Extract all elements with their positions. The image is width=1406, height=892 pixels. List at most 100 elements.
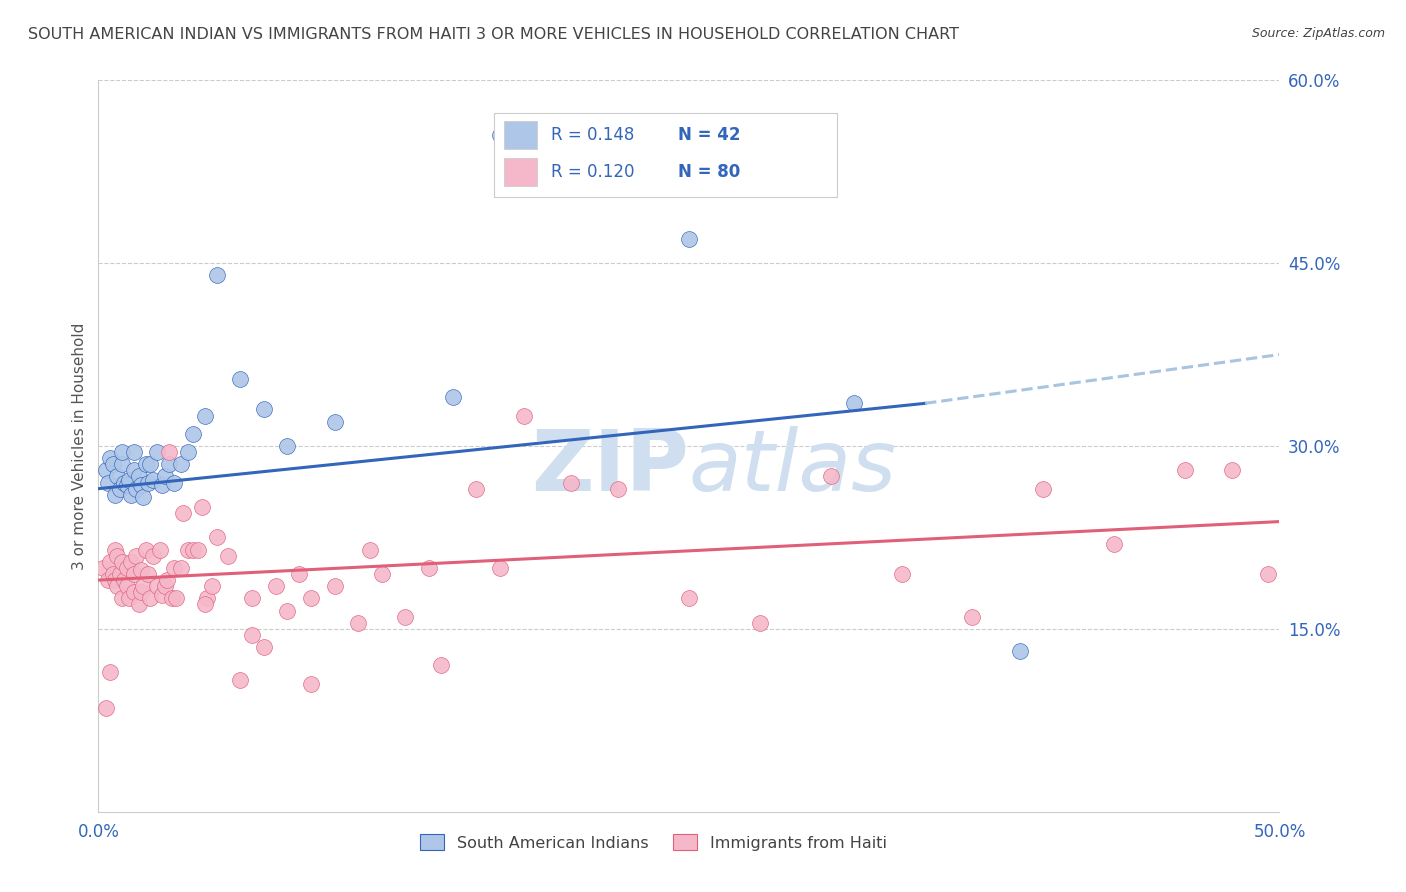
Point [418, 561, 440, 575]
Point [112, 475, 135, 490]
Point [748, 615, 770, 630]
Point [187, 542, 209, 557]
Point [240, 591, 263, 606]
Point [170, 561, 193, 575]
Point [394, 609, 416, 624]
Point [125, 482, 148, 496]
Point [122, 463, 145, 477]
Point [1220, 463, 1243, 477]
Point [962, 609, 984, 624]
Point [142, 549, 165, 563]
Point [172, 506, 194, 520]
Point [607, 482, 630, 496]
Point [253, 402, 276, 417]
Point [101, 457, 124, 471]
Point [264, 579, 287, 593]
FancyBboxPatch shape [503, 158, 537, 186]
Point [121, 488, 143, 502]
Point [229, 372, 252, 386]
Point [181, 542, 204, 557]
Point [115, 478, 138, 492]
Point [163, 475, 186, 490]
Point [139, 457, 162, 471]
Point [678, 591, 700, 606]
Text: N = 80: N = 80 [678, 162, 741, 181]
Point [195, 591, 218, 606]
Point [157, 457, 180, 471]
Point [105, 579, 128, 593]
Point [128, 598, 150, 612]
Point [276, 439, 298, 453]
Point [104, 488, 127, 502]
Text: SOUTH AMERICAN INDIAN VS IMMIGRANTS FROM HAITI 3 OR MORE VEHICLES IN HOUSEHOLD C: SOUTH AMERICAN INDIAN VS IMMIGRANTS FROM… [28, 27, 959, 42]
Point [229, 673, 252, 687]
Point [165, 591, 187, 606]
Text: R = 0.120: R = 0.120 [551, 162, 634, 181]
Point [98, 451, 121, 466]
Point [97, 573, 120, 587]
Text: N = 42: N = 42 [678, 126, 741, 145]
Point [135, 457, 157, 471]
Point [142, 473, 165, 487]
Point [890, 567, 912, 582]
Point [299, 591, 322, 606]
Point [1032, 482, 1054, 496]
Point [153, 579, 176, 593]
Point [299, 676, 322, 690]
Point [170, 457, 193, 471]
Point [104, 542, 127, 557]
Point [108, 567, 131, 582]
Point [217, 549, 239, 563]
Point [288, 567, 311, 582]
Point [139, 591, 162, 606]
Point [94, 463, 117, 477]
Point [146, 579, 169, 593]
Point [156, 573, 179, 587]
Point [118, 473, 141, 487]
Legend: South American Indians, Immigrants from Haiti: South American Indians, Immigrants from … [412, 826, 894, 859]
Point [132, 490, 155, 504]
Point [163, 561, 186, 575]
Point [359, 542, 381, 557]
Point [1257, 567, 1279, 582]
Point [441, 390, 464, 404]
Point [194, 598, 217, 612]
Point [136, 475, 159, 490]
Point [465, 482, 488, 496]
Point [153, 469, 176, 483]
Point [122, 585, 145, 599]
Point [111, 555, 134, 569]
Point [122, 567, 145, 582]
Point [132, 579, 155, 593]
Text: R = 0.148: R = 0.148 [551, 126, 634, 145]
Point [105, 549, 128, 563]
Point [1174, 463, 1197, 477]
Point [205, 268, 228, 283]
Point [91, 561, 114, 575]
Point [489, 561, 512, 575]
Point [253, 640, 276, 655]
Point [115, 579, 138, 593]
Point [112, 573, 135, 587]
Text: ZIP: ZIP [531, 426, 689, 509]
Point [820, 469, 842, 483]
Point [430, 658, 453, 673]
Point [146, 445, 169, 459]
Point [181, 426, 204, 441]
Point [191, 500, 214, 514]
Point [128, 469, 150, 483]
Point [98, 555, 121, 569]
Point [205, 530, 228, 544]
Point [135, 542, 157, 557]
Point [97, 475, 120, 490]
Point [150, 588, 173, 602]
Point [101, 567, 124, 582]
Point [104, 573, 127, 587]
Point [560, 475, 582, 490]
Point [129, 478, 152, 492]
Point [111, 457, 134, 471]
Point [94, 701, 117, 715]
Point [489, 128, 512, 142]
Text: Source: ZipAtlas.com: Source: ZipAtlas.com [1251, 27, 1385, 40]
Point [678, 232, 700, 246]
